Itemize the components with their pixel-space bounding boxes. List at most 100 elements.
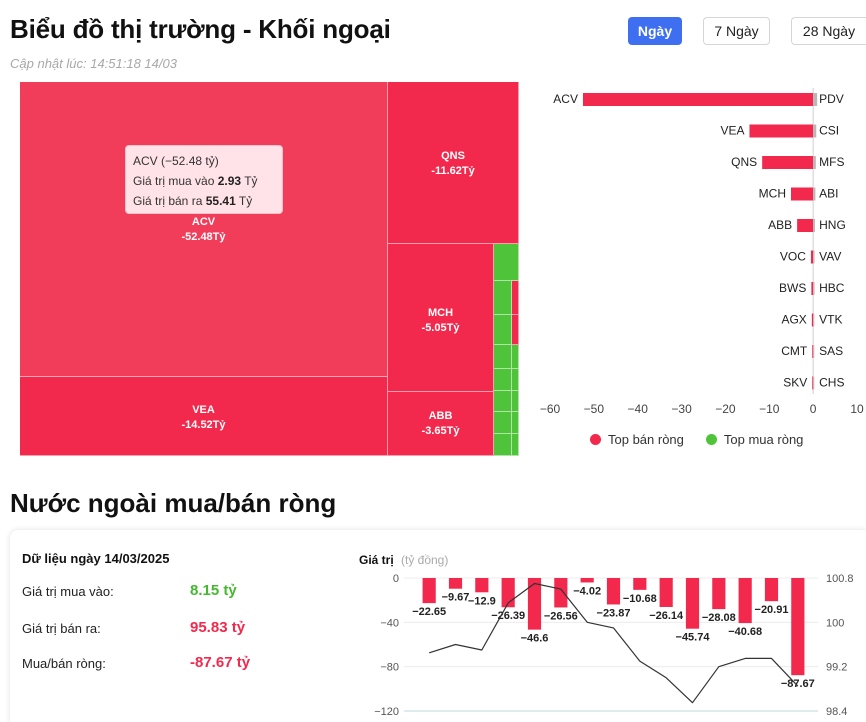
legend-buy[interactable]: Top mua ròng — [705, 432, 804, 447]
buy-bar[interactable] — [813, 219, 815, 232]
treemap-small-tile[interactable] — [494, 369, 512, 391]
buy-bar[interactable] — [813, 187, 816, 201]
treemap-small-tile[interactable] — [494, 412, 512, 434]
treemap-small-tile[interactable] — [494, 345, 512, 369]
sell-bar[interactable] — [810, 250, 814, 264]
treemap-small-tile[interactable] — [512, 369, 519, 391]
tooltip-buy-label: Giá trị mua vào — [133, 174, 215, 188]
buy-bar[interactable] — [813, 345, 815, 358]
tooltip-unit: Tỷ — [238, 194, 253, 208]
bar-data-label: −26.56 — [544, 610, 578, 622]
treemap-tile-mch[interactable]: MCH -5.05Tỷ — [388, 244, 494, 392]
range-day-button[interactable]: Ngày — [628, 17, 682, 45]
sell-bar[interactable] — [749, 124, 814, 138]
sell-bar[interactable] — [790, 187, 814, 201]
tooltip-buy-value: 2.93 — [217, 174, 242, 188]
sell-category-label: VEA — [720, 124, 744, 138]
buy-category-label: SAS — [819, 344, 843, 358]
tooltip-unit: Tỷ — [244, 174, 258, 188]
legend-buy-label: Top mua ròng — [723, 432, 804, 447]
sell-category-label: SKV — [783, 376, 807, 390]
y-axis-unit: (tỷ đồng) — [401, 553, 448, 567]
buy-bar[interactable] — [813, 376, 815, 390]
bar-data-label: −12.9 — [468, 595, 496, 607]
net-bar[interactable] — [527, 578, 542, 630]
y2-tick-label: 100.8 — [826, 573, 854, 585]
net-bar[interactable] — [712, 578, 726, 610]
buy-category-label: VTK — [819, 313, 842, 327]
range-7-days-button[interactable]: 7 Ngày — [703, 17, 770, 45]
tooltip-sell-row: Giá trị bán ra 55.41 Tỷ — [133, 191, 275, 211]
treemap-small-tile[interactable] — [494, 434, 512, 456]
foreign-net-treemap: ACV -52.48Tỷ QNS -11.62Tỷ MCH -5.05Tỷ VE… — [20, 82, 519, 456]
tile-code: ACV — [191, 216, 216, 228]
bar-data-label: −4.02 — [573, 585, 601, 597]
tile-value: -52.48Tỷ — [181, 231, 226, 243]
treemap-tile-abb[interactable]: ABB -3.65Tỷ — [388, 392, 494, 456]
treemap-tooltip: ACV (−52.48 tỷ) Giá trị mua vào 2.93 Tỷ … — [125, 145, 283, 214]
net-bar[interactable] — [764, 578, 779, 602]
net-bar[interactable] — [791, 578, 805, 676]
sell-value: 95.83 tỷ — [190, 619, 246, 636]
updated-timestamp: Cập nhật lúc: 14:51:18 14/03 — [10, 56, 177, 71]
tooltip-sell-label: Giá trị bán ra — [133, 194, 203, 208]
treemap-small-tile[interactable] — [494, 244, 519, 281]
sell-bar[interactable] — [812, 376, 814, 390]
sell-bar[interactable] — [582, 93, 814, 106]
treemap-small-tile[interactable] — [512, 391, 519, 412]
sell-bar[interactable] — [811, 282, 814, 295]
treemap-small-tile[interactable] — [494, 281, 512, 315]
buy-bar[interactable] — [813, 250, 815, 264]
buy-category-label: CSI — [819, 124, 839, 138]
tile-code: ABB — [428, 410, 453, 422]
y2-tick-label: 99.2 — [826, 662, 847, 674]
buy-bar[interactable] — [813, 282, 815, 295]
summary-date: Dữ liệu ngày 14/03/2025 — [22, 551, 170, 566]
treemap-small-tile[interactable] — [494, 315, 512, 345]
tile-value: -11.62Tỷ — [431, 165, 475, 177]
bar-data-label: −26.14 — [649, 610, 684, 622]
summary-card — [10, 530, 866, 722]
buy-bar[interactable] — [813, 93, 818, 106]
x-tick-label: −30 — [671, 402, 692, 416]
treemap-small-tile[interactable] — [512, 412, 519, 434]
buy-category-label: PDV — [819, 92, 844, 106]
net-bar[interactable] — [580, 578, 594, 583]
sell-bar[interactable] — [811, 313, 814, 327]
net-bar[interactable] — [422, 578, 436, 604]
legend-sell[interactable]: Top bán ròng — [590, 432, 684, 447]
sell-category-label: ABB — [768, 218, 792, 232]
treemap-tile-qns[interactable]: QNS -11.62Tỷ — [388, 82, 519, 244]
tile-code: QNS — [441, 150, 465, 162]
net-bar[interactable] — [659, 578, 673, 607]
net-bar[interactable] — [448, 578, 463, 589]
net-bar[interactable] — [554, 578, 568, 608]
treemap-small-tile[interactable] — [494, 391, 512, 412]
net-bar[interactable] — [475, 578, 489, 593]
buy-category-label: HBC — [819, 281, 845, 295]
treemap-small-tile[interactable] — [512, 434, 519, 456]
treemap-tile-acv[interactable]: ACV -52.48Tỷ — [20, 82, 388, 377]
treemap-tile-vea[interactable]: VEA -14.52Tỷ — [20, 377, 388, 456]
buy-bar[interactable] — [813, 313, 815, 327]
net-value: -87.67 tỷ — [190, 654, 251, 671]
tooltip-title: ACV (−52.48 tỷ) — [133, 154, 219, 168]
x-tick-label: 0 — [810, 402, 817, 416]
tooltip-sell-value: 55.41 — [205, 194, 236, 208]
range-28-days-button[interactable]: 28 Ngày — [791, 17, 866, 45]
net-bar[interactable] — [606, 578, 621, 605]
sell-bar[interactable] — [797, 219, 814, 232]
treemap-small-tile[interactable] — [512, 315, 519, 345]
buy-bar[interactable] — [813, 124, 817, 138]
net-bar[interactable] — [685, 578, 700, 629]
sell-bar[interactable] — [762, 156, 814, 169]
treemap-small-tile[interactable] — [512, 281, 519, 315]
net-bar[interactable] — [633, 578, 647, 590]
sell-bar[interactable] — [812, 345, 814, 358]
x-tick-label: −50 — [584, 402, 605, 416]
y2-tick-label: 100 — [826, 617, 844, 629]
buy-bar[interactable] — [813, 156, 816, 169]
net-bar[interactable] — [738, 578, 752, 624]
x-tick-label: −40 — [628, 402, 649, 416]
treemap-small-tile[interactable] — [512, 345, 519, 369]
